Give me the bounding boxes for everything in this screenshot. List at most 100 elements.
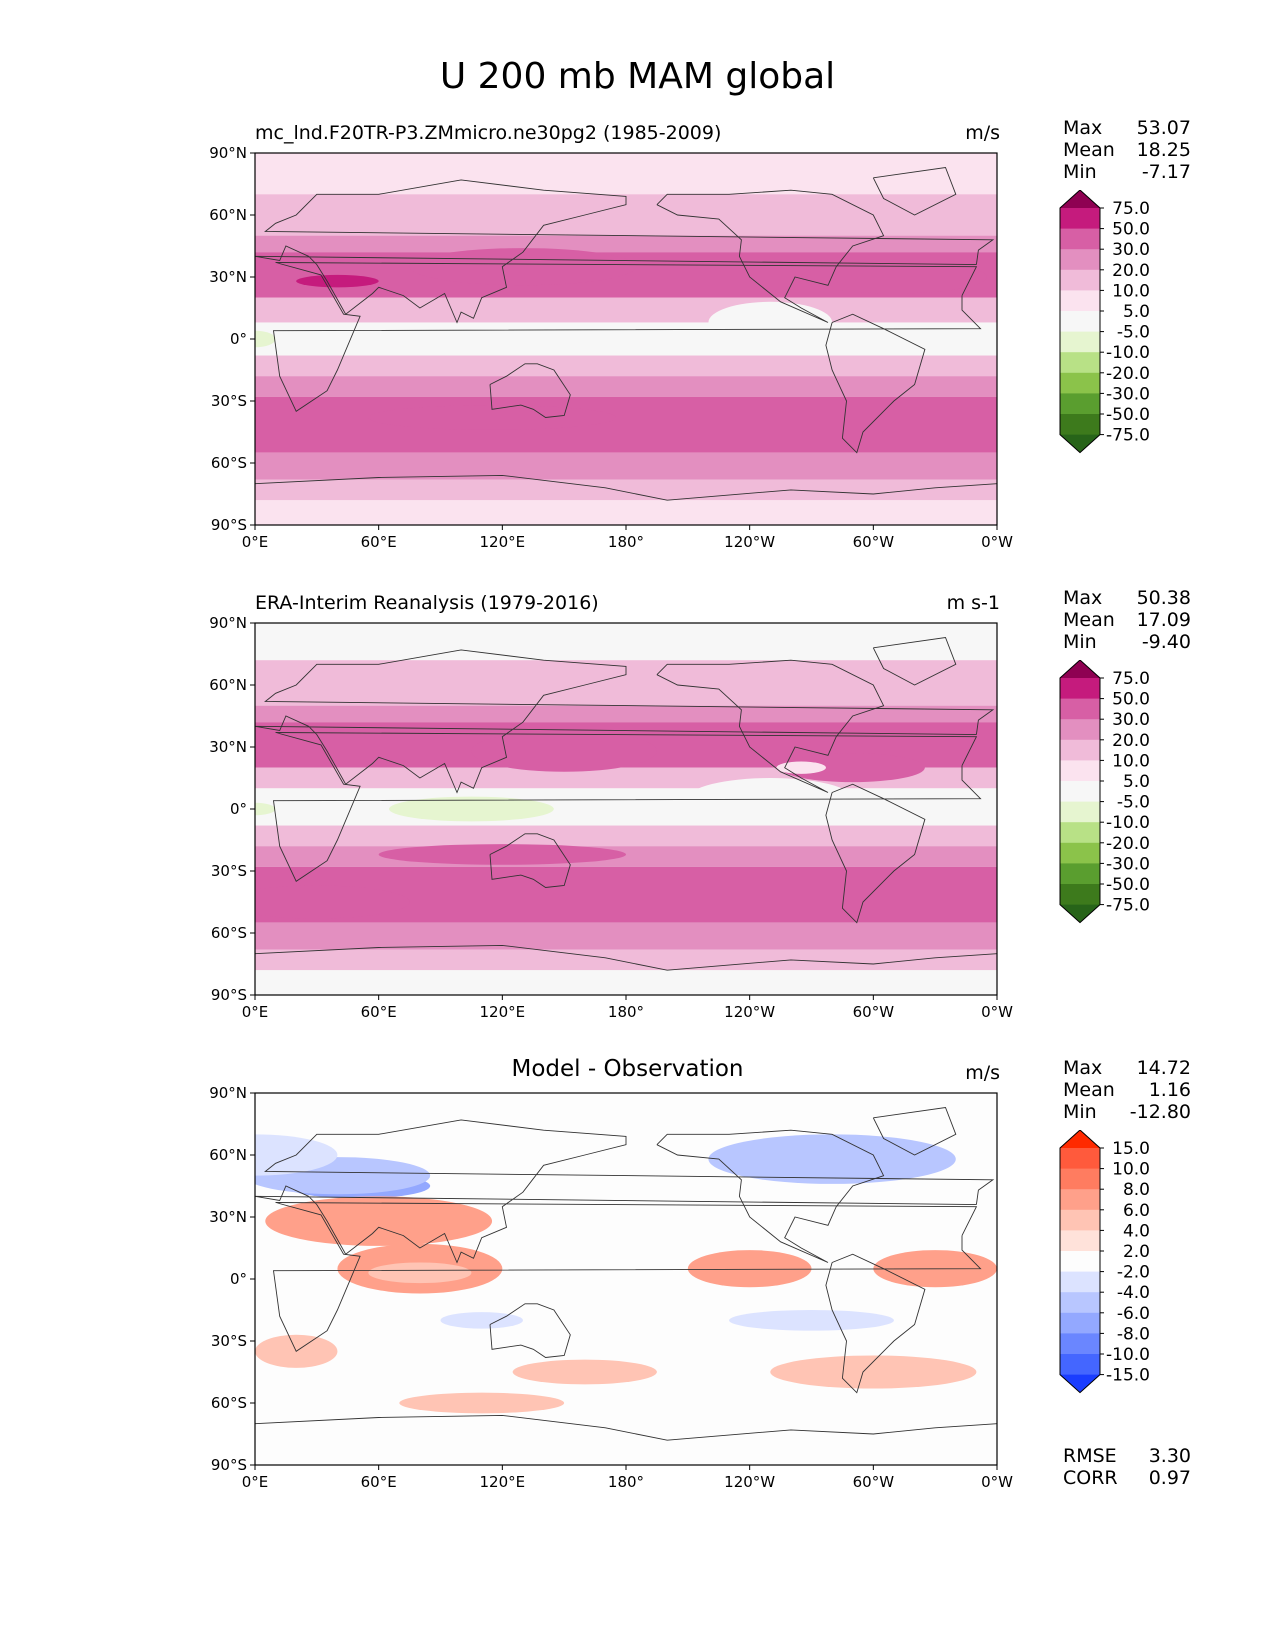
coastline [656,189,885,323]
coastline [872,167,957,216]
contour-region [378,844,626,865]
colorbar-segment [1060,1271,1100,1293]
coastline [825,313,926,454]
coastline [272,1202,982,1352]
lon-tick-label: 0°W [981,1473,1013,1491]
panel3-metrics: RMSE 3.30 CORR 0.97 [1063,1445,1191,1489]
colorbar-segment [1060,372,1100,394]
contour-band [255,235,997,253]
panel2-stats: Max 50.38 Mean 17.09 Min -9.40 [1063,587,1191,653]
lat-tick-label: 30°N [209,268,247,286]
lat-tick-label: 30°N [209,1208,247,1226]
colorbar-observation: 75.050.030.020.010.05.0-5.0-10.0-20.0-30… [1059,660,1150,924]
colorbar-extend-max [1060,190,1100,208]
contour-region [255,330,276,348]
lon-tick-label: 120°W [724,1473,775,1491]
coastline [255,1119,995,1264]
contour-region [255,885,410,919]
contour-band [255,479,997,501]
colorbar-tick-label: 2.0 [1123,1242,1150,1262]
colorbar-segment [1060,311,1100,333]
lon-tick-label: 180° [608,1003,644,1021]
contour-band [255,153,997,195]
colorbar-segment [1060,1312,1100,1334]
contour-region [440,1312,523,1329]
colorbar-tick-label: -10.0 [1106,343,1150,363]
contour-region [471,730,657,772]
lat-tick-label: 0° [230,330,247,348]
contour-region [512,1359,657,1385]
contour-band [255,922,997,950]
colorbar-segment [1060,352,1100,374]
lon-tick-label: 60°W [853,1003,895,1021]
panel3-title: Model - Observation [511,1056,744,1082]
coastline [255,944,997,971]
metric-rmse: RMSE 3.30 [1063,1445,1191,1467]
colorbar-tick-label: 20.0 [1112,261,1150,281]
coastline [489,363,571,418]
colorbar-tick-label: -10.0 [1106,813,1150,833]
colorbar-tick-label: -50.0 [1106,875,1150,895]
coastline [255,474,997,501]
contour-band [255,846,997,867]
colorbar-extend-min [1060,904,1100,923]
lon-tick-label: 120°W [724,1003,775,1021]
contour-region [399,1392,565,1414]
contour-region [388,796,554,822]
colorbar-segment [1060,1230,1100,1252]
lon-tick-label: 180° [608,533,644,551]
contour-region [368,405,616,430]
coastline [272,262,982,412]
colorbar-segment [1060,331,1100,353]
colorbar-tick-label: 5.0 [1123,302,1150,322]
lon-tick-label: 0°E [242,533,269,551]
contour-region [255,802,276,816]
colorbar-segment [1060,801,1100,823]
map-panel-difference: 90°N 60°N 30°N 0° 30°S 60°S 90°S0°E 60°E 120°E 18… [209,1084,1013,1491]
colorbar-segment [1060,1354,1100,1376]
stat-mean: Mean 1.16 [1063,1079,1191,1101]
coastline [656,1129,885,1263]
colorbar-tick-label: 50.0 [1112,690,1150,710]
colorbar-tick-label: 5.0 [1123,772,1150,792]
lat-tick-label: 30°S [211,1332,247,1350]
lat-tick-label: 30°N [209,738,247,756]
coastline [272,732,982,882]
lat-tick-label: 60°N [209,676,247,694]
colorbar-tick-label: -2.0 [1117,1263,1150,1283]
colorbar-tick-label: -75.0 [1106,896,1150,916]
colorbar-segment [1060,414,1100,436]
colorbar-tick-label: -8.0 [1117,1324,1150,1344]
colorbar-extend-max [1060,1130,1100,1148]
lat-tick-label: 60°S [211,924,247,942]
map-panel-model: 90°N 60°N 30°N 0° 30°S 60°S 90°S0°E 60°E 120°E 18… [209,144,1013,551]
contour-band [255,355,997,377]
colorbar-segment [1060,228,1100,250]
colorbar-segment [1060,822,1100,844]
colorbar-tick-label: -20.0 [1106,834,1150,854]
contour-region [368,1262,472,1284]
panel2-title: ERA-Interim Reanalysis (1979-2016) [255,592,599,614]
colorbar-tick-label: -6.0 [1117,1304,1150,1324]
contour-band [255,322,997,356]
lon-tick-label: 60°W [853,1473,895,1491]
lat-tick-label: 60°N [209,1146,247,1164]
lat-tick-label: 30°S [211,392,247,410]
coastline [489,833,571,888]
lon-tick-label: 0°E [242,1473,269,1491]
contour-region [708,301,833,344]
contour-region [296,274,379,288]
colorbar-segment [1060,1148,1100,1170]
lon-tick-label: 120°E [480,533,526,551]
contour-band [255,788,997,826]
coastline [825,783,926,924]
colorbar-tick-label: 75.0 [1112,199,1150,219]
colorbar-segment [1060,884,1100,906]
colorbar-tick-label: 15.0 [1112,1139,1150,1159]
lon-tick-label: 120°E [480,1473,526,1491]
lat-tick-label: 0° [230,800,247,818]
contour-band [255,970,997,995]
coastline [489,1303,571,1358]
colorbar-segment [1060,1209,1100,1231]
colorbar-segment [1060,719,1100,741]
